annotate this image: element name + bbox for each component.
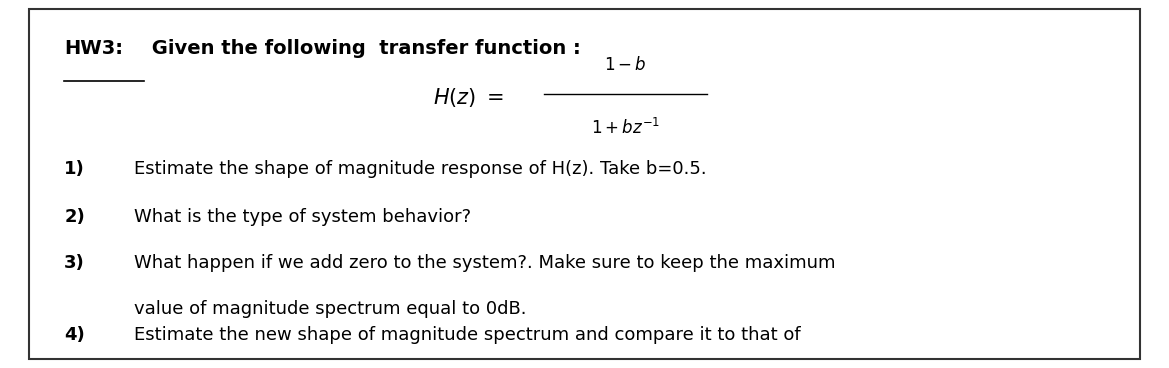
Text: HW3:: HW3: <box>64 39 123 58</box>
Text: $1+bz^{-1}$: $1+bz^{-1}$ <box>590 118 660 138</box>
Text: Estimate the shape of magnitude response of H(z). Take b=0.5.: Estimate the shape of magnitude response… <box>134 160 707 178</box>
Text: 4): 4) <box>64 326 85 344</box>
Text: 1): 1) <box>64 160 85 178</box>
Text: Estimate the new shape of magnitude spectrum and compare it to that of: Estimate the new shape of magnitude spec… <box>134 326 801 344</box>
Text: value of magnitude spectrum equal to 0dB.: value of magnitude spectrum equal to 0dB… <box>134 300 527 318</box>
Text: 3): 3) <box>64 254 85 272</box>
Text: What happen if we add zero to the system?. Make sure to keep the maximum: What happen if we add zero to the system… <box>134 254 836 272</box>
FancyBboxPatch shape <box>29 9 1140 359</box>
Text: $1-b$: $1-b$ <box>604 56 646 74</box>
Text: $H(z)\ =\ $: $H(z)\ =\ $ <box>433 86 504 109</box>
Text: What is the type of system behavior?: What is the type of system behavior? <box>134 208 471 226</box>
Text: 2): 2) <box>64 208 85 226</box>
Text: Given the following  transfer function :: Given the following transfer function : <box>145 39 581 58</box>
